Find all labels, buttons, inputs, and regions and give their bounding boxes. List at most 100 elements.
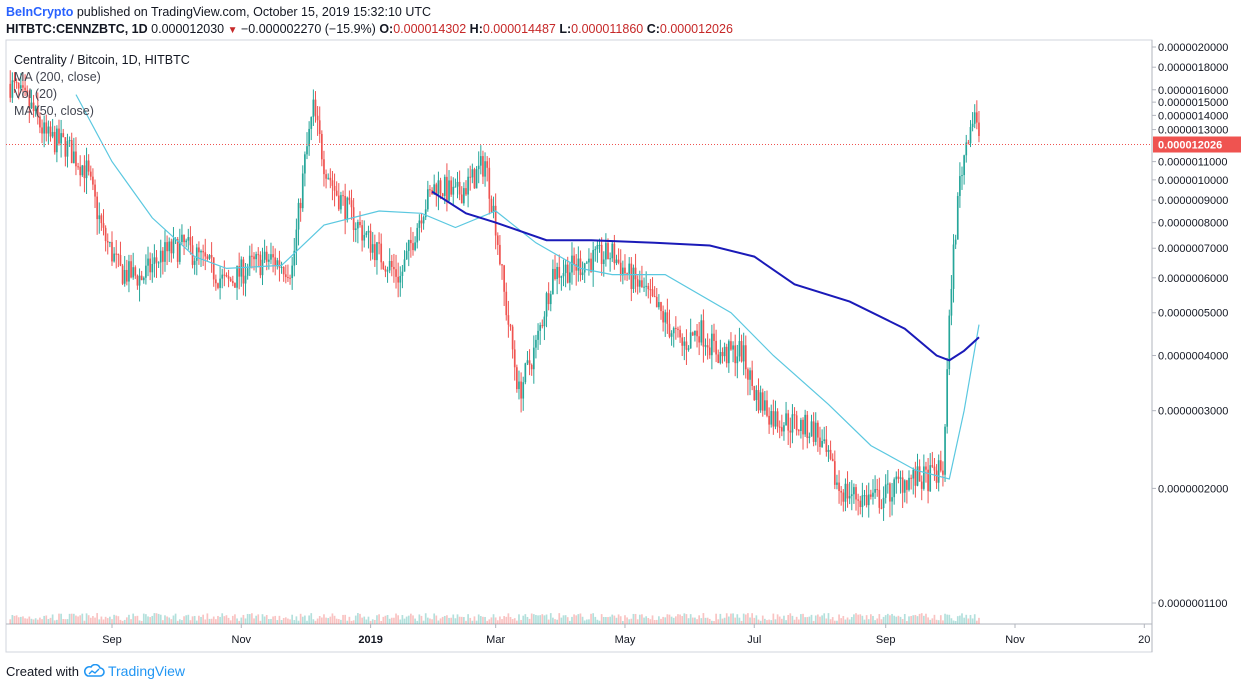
volume-bar <box>26 618 29 624</box>
volume-bar <box>602 617 605 624</box>
up-candle <box>301 165 304 212</box>
volume-bar <box>545 614 548 624</box>
high-value: 0.000014487 <box>482 22 556 36</box>
down-candle <box>685 329 688 365</box>
volume-bar <box>518 614 520 624</box>
candle-body <box>429 189 431 191</box>
down-candle <box>660 301 662 320</box>
legend-title[interactable]: Centrality / Bitcoin, 1D, HITBTC <box>14 53 190 67</box>
up-candle <box>386 266 389 283</box>
candle-body <box>628 263 631 274</box>
time-tick-label: May <box>615 634 636 646</box>
down-candle <box>106 233 109 255</box>
tradingview-logo[interactable]: TradingView <box>83 663 185 679</box>
volume-bar <box>238 620 241 624</box>
candle-body <box>287 277 289 279</box>
volume-bar <box>581 616 584 624</box>
legend-ma50[interactable]: MA (50, close) <box>14 104 94 118</box>
down-candle <box>96 191 98 235</box>
candle-body <box>471 169 474 178</box>
up-candle <box>418 214 421 241</box>
candle-body <box>441 193 444 196</box>
brand-name[interactable]: BeInCrypto <box>6 5 74 19</box>
candle-body <box>793 414 796 416</box>
volume-bar <box>933 614 936 624</box>
candle-body <box>751 370 753 387</box>
time-tick-label: 20 <box>1138 634 1150 646</box>
volume-bar <box>371 619 374 624</box>
up-candle <box>596 241 599 263</box>
down-candle <box>251 243 253 269</box>
down-candle <box>751 360 753 391</box>
down-candle <box>24 74 26 97</box>
volume-bar <box>496 620 499 624</box>
volume-bar <box>242 614 245 624</box>
down-candle <box>708 338 711 359</box>
down-candle <box>274 248 277 276</box>
candle-body <box>128 261 130 282</box>
down-candle <box>217 282 219 290</box>
candle-body <box>335 190 338 196</box>
volume-bar <box>658 616 660 624</box>
volume-bar <box>778 616 781 624</box>
volume-bar <box>840 618 843 624</box>
candle-body <box>666 312 669 324</box>
legend-volume[interactable]: Vol (20) <box>14 87 58 101</box>
volume-bar <box>764 618 766 624</box>
down-candle <box>920 475 923 501</box>
down-candle <box>721 347 724 364</box>
candle-body <box>371 244 374 253</box>
up-candle <box>670 330 673 346</box>
down-candle <box>369 223 372 261</box>
volume-bar <box>577 614 580 624</box>
candle-body <box>545 293 548 317</box>
candle-body <box>477 165 480 170</box>
candle-body <box>963 155 965 176</box>
volume-bar <box>183 616 185 624</box>
down-candle <box>626 272 628 281</box>
volume-bar <box>318 616 321 624</box>
up-candle <box>157 261 160 269</box>
volume-bar <box>662 616 664 624</box>
down-candle <box>520 372 522 413</box>
volume-bar <box>310 613 313 624</box>
candle-body <box>899 477 902 479</box>
volume-bar <box>128 614 130 624</box>
down-candle <box>655 287 658 308</box>
down-candle <box>715 329 717 363</box>
up-candle <box>532 335 535 384</box>
up-candle <box>365 230 368 238</box>
down-candle <box>344 183 347 235</box>
price-tick-label: 0.0000009000 <box>1158 195 1228 207</box>
volume-bar <box>191 616 194 624</box>
last-price: 0.000012030 <box>147 22 228 36</box>
volume-bar <box>605 617 607 624</box>
down-candle <box>833 450 836 490</box>
volume-bar <box>810 614 813 624</box>
volume-bar <box>140 620 143 624</box>
volume-bar <box>147 616 149 624</box>
volume-bar <box>263 616 266 624</box>
down-candle <box>259 251 262 279</box>
up-candle <box>774 400 777 430</box>
volume-bar <box>454 618 457 624</box>
down-candle <box>725 343 728 368</box>
volume-bar <box>573 614 575 624</box>
volume-bar <box>543 615 546 624</box>
candle-body <box>278 260 281 268</box>
volume-bar <box>776 614 779 624</box>
candle-body <box>605 243 607 260</box>
up-candle <box>153 244 156 278</box>
up-candle <box>376 241 378 275</box>
volume-bar <box>683 613 686 624</box>
candle-body <box>492 205 495 212</box>
volume-bar <box>780 618 783 624</box>
up-candle <box>621 260 624 285</box>
open-label: O: <box>379 22 394 36</box>
candle-body <box>878 489 881 508</box>
up-candle <box>255 251 257 273</box>
down-candle <box>870 489 872 500</box>
down-candle <box>624 254 626 281</box>
legend-ma200[interactable]: MA (200, close) <box>14 70 101 84</box>
